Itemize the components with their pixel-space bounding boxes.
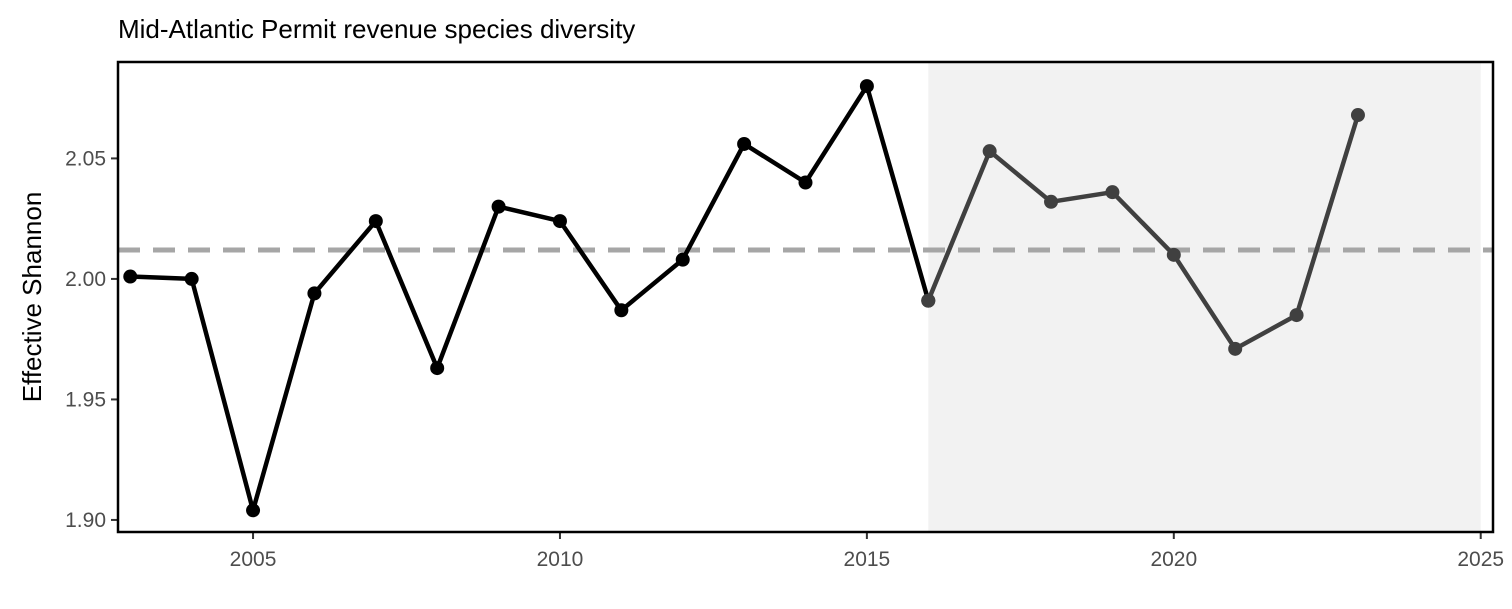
data-point xyxy=(737,136,752,151)
series-line-1 xyxy=(128,83,931,513)
plot-area: 2005 2010 2015 2020 2025 1.90 1.95 2.00 2.05 xyxy=(65,60,1504,571)
data-point xyxy=(1228,341,1243,356)
y-tick-label: 2.05 xyxy=(65,147,106,170)
data-point xyxy=(1289,308,1304,323)
data-point xyxy=(552,214,567,229)
data-point xyxy=(982,144,997,159)
data-point xyxy=(1044,194,1059,209)
y-axis-label: Effective Shannon xyxy=(17,192,47,403)
data-point xyxy=(675,252,690,267)
data-point xyxy=(184,271,199,286)
plot-border xyxy=(116,60,1495,534)
y-tick-label: 1.95 xyxy=(65,388,106,411)
data-point xyxy=(614,303,629,318)
data-point xyxy=(1166,247,1181,262)
data-point xyxy=(307,286,322,301)
x-tick-label: 2020 xyxy=(1150,548,1197,571)
x-tick-label: 2015 xyxy=(844,548,891,571)
data-point xyxy=(491,199,506,214)
data-point xyxy=(123,269,138,284)
data-point xyxy=(246,503,261,518)
x-tick-label: 2010 xyxy=(537,548,584,571)
data-point xyxy=(430,361,445,376)
data-point xyxy=(368,214,383,229)
data-point xyxy=(1350,108,1365,123)
x-tick-label: 2005 xyxy=(230,548,277,571)
x-tick-label: 2025 xyxy=(1457,548,1504,571)
y-tick-label: 2.00 xyxy=(65,268,106,291)
y-tick-label: 1.90 xyxy=(65,509,106,532)
data-point xyxy=(1105,185,1120,200)
series-line-2 xyxy=(926,112,1361,352)
data-point xyxy=(859,79,874,94)
shaded-region xyxy=(928,62,1481,532)
data-point xyxy=(798,175,813,190)
chart-title: Mid-Atlantic Permit revenue species dive… xyxy=(118,14,635,44)
data-point xyxy=(921,293,936,308)
